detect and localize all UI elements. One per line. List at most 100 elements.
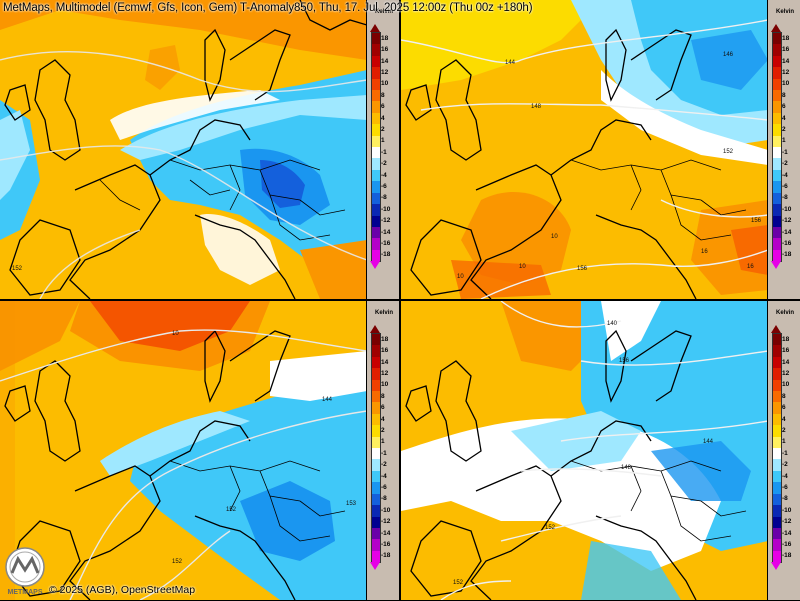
colorbar-label: -1 — [782, 148, 788, 156]
colorbar-label: 1 — [381, 137, 385, 145]
colorbar-label: -10 — [782, 506, 792, 514]
colorbar-label: 1 — [381, 438, 385, 446]
colorbar-label: 14 — [782, 358, 790, 366]
colorbar-label: -1 — [782, 449, 788, 457]
colorbar-segment — [773, 368, 781, 380]
colorbar-label: 16 — [782, 46, 790, 54]
colorbar-segment — [372, 215, 380, 227]
isobar-label: 16 — [701, 249, 708, 255]
colorbar-label: 8 — [782, 91, 786, 99]
isobar-label: 156 — [619, 358, 630, 364]
colorbar-labels: 18 16 14 12 10 8 6 4 2 1 -1 -2 -4 -6 -8 -10 -12 -14 -16 -18 — [782, 333, 800, 561]
colorbar-segment — [372, 55, 380, 68]
colorbar-segment — [773, 169, 781, 182]
colorbar-segment — [372, 345, 380, 357]
colorbar-segment — [372, 436, 380, 449]
colorbar-segment — [773, 90, 781, 102]
colorbar-segment — [372, 135, 380, 148]
colorbar-label: -18 — [381, 251, 391, 259]
colorbar-segment — [372, 181, 380, 193]
colorbar-segment — [372, 425, 380, 437]
isobar-label: 16 — [747, 264, 754, 270]
isobar-label: 10 — [457, 274, 464, 280]
colorbar-segment — [773, 334, 781, 346]
colorbar-segment — [773, 192, 781, 205]
colorbar-segment — [773, 78, 781, 91]
colorbar-segment — [773, 413, 781, 426]
colorbar-segment — [372, 391, 380, 403]
colorbar-segment — [372, 527, 380, 540]
colorbar-label: -18 — [381, 552, 391, 560]
colorbar-labels: 18 16 14 12 10 8 6 4 2 1 -1 -2 -4 -6 -8 -10 -12 -14 -16 -18 — [782, 32, 800, 260]
colorbar-segment — [372, 169, 380, 182]
colorbar-label: 14 — [381, 57, 389, 65]
colorbar-segment — [773, 33, 781, 45]
colorbar-label: 1 — [782, 137, 786, 145]
colorbar-top-arrow — [771, 24, 781, 32]
colorbar-segment — [372, 413, 380, 426]
isobar-label: 10 — [172, 331, 179, 337]
colorbar-label: 16 — [782, 347, 790, 355]
anomaly-map: 144 148 146 152 10 10 10 156 156 16 16 — [401, 0, 768, 299]
colorbar-unit: Kelvin — [374, 9, 393, 15]
colorbar-label: 18 — [381, 34, 389, 42]
colorbar-label: -16 — [381, 239, 391, 247]
colorbar-segment — [773, 448, 781, 460]
colorbar-label: 14 — [381, 358, 389, 366]
colorbar-segment — [773, 516, 781, 528]
colorbar-label: -16 — [381, 540, 391, 548]
map-area: 144 148 146 152 10 10 10 156 156 16 16 — [401, 0, 768, 299]
isobar-label: 152 — [723, 149, 734, 155]
colorbar-segment — [773, 459, 781, 471]
isobar-label: 140 — [607, 321, 618, 327]
colorbar-segment — [372, 482, 380, 494]
colorbar-label: -8 — [381, 495, 387, 503]
colorbar-label: 4 — [782, 114, 786, 122]
colorbar-label: -1 — [381, 449, 387, 457]
colorbar-segment — [372, 470, 380, 483]
colorbar-segment — [773, 345, 781, 357]
colorbar-labels: 18 16 14 12 10 8 6 4 2 1 -1 -2 -4 -6 -8 -10 -12 -14 -16 -18 — [381, 32, 399, 260]
colorbar-scale — [371, 333, 381, 563]
colorbar-segment — [372, 158, 380, 170]
colorbar-top-arrow — [370, 24, 380, 32]
colorbar-segment — [773, 55, 781, 68]
colorbar-scale — [772, 32, 782, 262]
colorbar-segment — [372, 550, 380, 563]
colorbar-segment — [372, 448, 380, 460]
isobar-label: 156 — [751, 218, 762, 224]
colorbar-label: -10 — [381, 506, 391, 514]
colorbar-top-arrow — [771, 325, 781, 333]
map-panel-icon: 10 144 152 152 153 Kelvin 18 16 14 12 10 8 6 4 2… — [0, 301, 399, 600]
colorbar-label: -12 — [381, 217, 391, 225]
colorbar-segment — [372, 402, 380, 414]
colorbar-label: 10 — [782, 80, 790, 88]
map-area: 10 144 152 152 153 — [0, 301, 367, 600]
colorbar-segment — [773, 356, 781, 369]
colorbar-label: 16 — [381, 46, 389, 54]
colorbar-label: 12 — [782, 369, 790, 377]
colorbar-label: 2 — [381, 426, 385, 434]
colorbar-bottom-arrow — [370, 261, 380, 269]
colorbar-segment — [372, 101, 380, 113]
colorbar: Kelvin 18 16 14 12 10 8 6 4 2 1 -1 -2 -4 -6 -8 -10 -12 -1… — [366, 0, 399, 299]
colorbar-segment — [773, 470, 781, 483]
colorbar-segment — [773, 67, 781, 79]
colorbar-segment — [773, 493, 781, 506]
colorbar-segment — [372, 539, 380, 551]
colorbar-segment — [372, 368, 380, 380]
colorbar-bottom-arrow — [370, 562, 380, 570]
colorbar-segment — [773, 249, 781, 262]
colorbar-label: 10 — [782, 381, 790, 389]
colorbar-label: 6 — [381, 103, 385, 111]
map-panel-gem: 140 156 144 148 152 152 Kelvin 18 16 14 12 1… — [401, 301, 800, 600]
anomaly-map: 152 — [0, 0, 367, 299]
colorbar-segment — [773, 379, 781, 392]
colorbar-scale — [371, 32, 381, 262]
colorbar-segment — [773, 402, 781, 414]
colorbar-segment — [372, 493, 380, 506]
isobar-label: 144 — [322, 397, 333, 403]
colorbar-segment — [372, 67, 380, 79]
colorbar-label: 6 — [381, 404, 385, 412]
colorbar-segment — [372, 334, 380, 346]
